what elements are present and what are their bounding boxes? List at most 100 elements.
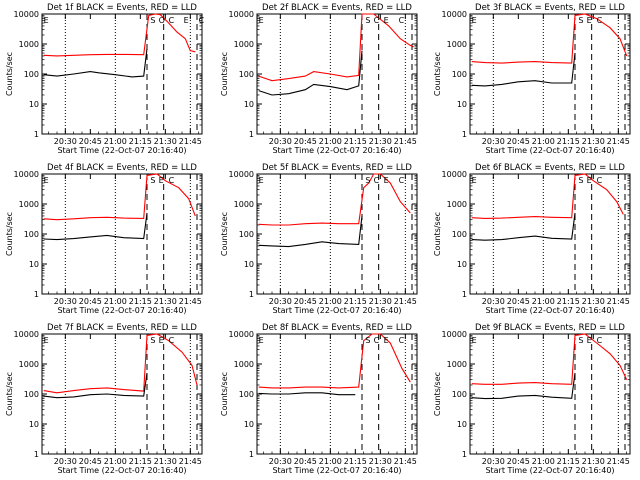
x-tick-label: 21:30 xyxy=(154,137,177,146)
x-tick-label: 20:45 xyxy=(294,137,317,146)
x-tick-label: 20:30 xyxy=(482,297,505,306)
y-tick-label: 1000 xyxy=(19,40,39,49)
series-lld-red xyxy=(258,333,411,389)
x-axis-label: Start Time (22-Oct-07 20:16:40) xyxy=(57,466,186,475)
y-axis-label: Counts/sec xyxy=(5,52,14,96)
event-marker-letter: C xyxy=(597,336,603,345)
x-tick-label: 21:45 xyxy=(179,297,202,306)
x-axis-label: Start Time (22-Oct-07 20:16:40) xyxy=(272,146,401,155)
x-axis-label: Start Time (22-Oct-07 20:16:40) xyxy=(57,146,186,155)
panel-det-5: Det 5f BLACK = Events, RED = LLD 1 10 100 10… xyxy=(220,163,418,315)
x-tick-label: 21:45 xyxy=(394,297,417,306)
x-tick-label: 20:45 xyxy=(507,137,530,146)
x-tick-label: 21:15 xyxy=(129,457,152,466)
y-tick-label: 1 xyxy=(34,130,39,139)
panel-title: Det 6f BLACK = Events, RED = LLD xyxy=(475,163,625,173)
event-marker-letter: E xyxy=(44,16,49,25)
y-tick-label: 100 xyxy=(239,230,254,239)
event-marker-letter: C xyxy=(399,16,405,25)
plot-frame xyxy=(469,173,631,295)
y-tick-label: 1000 xyxy=(19,200,39,209)
y-tick-label: 10000 xyxy=(14,330,39,339)
event-marker-letter: S xyxy=(365,176,370,185)
x-tick-label: 21:30 xyxy=(369,457,392,466)
y-tick-label: 1 xyxy=(462,290,467,299)
y-tick-label: 10000 xyxy=(229,330,254,339)
event-marker-letter: C xyxy=(399,176,405,185)
panel-det-6: Det 6f BLACK = Events, RED = LLD 1 10 100 10… xyxy=(433,163,631,315)
y-tick-label: 100 xyxy=(452,230,467,239)
panel-title: Det 4f BLACK = Events, RED = LLD xyxy=(47,163,197,173)
y-axis-label: Counts/sec xyxy=(433,212,442,256)
event-marker-letter: E xyxy=(384,336,389,345)
panel-title: Det 5f BLACK = Events, RED = LLD xyxy=(262,163,412,173)
y-tick-label: 1000 xyxy=(447,360,467,369)
y-tick-label: 100 xyxy=(239,70,254,79)
x-tick-label: 21:15 xyxy=(557,297,580,306)
event-marker-letter: C xyxy=(374,336,380,345)
event-marker-letter: S xyxy=(150,16,155,25)
series-events-black xyxy=(258,215,363,248)
x-tick-label: 21:30 xyxy=(154,457,177,466)
series-lld-red xyxy=(471,173,624,219)
panel-det-8: Det 8f BLACK = Events, RED = LLD 1 10 100 10… xyxy=(220,323,418,475)
x-axis-label: Start Time (22-Oct-07 20:16:40) xyxy=(57,306,186,315)
x-axis-label: Start Time (22-Oct-07 20:16:40) xyxy=(272,306,401,315)
x-tick-label: 21:15 xyxy=(129,297,152,306)
x-tick-label: 20:30 xyxy=(482,137,505,146)
y-tick-label: 100 xyxy=(239,390,254,399)
y-axis-label: Counts/sec xyxy=(433,52,442,96)
x-tick-label: 21:15 xyxy=(344,297,367,306)
event-marker-letter: S xyxy=(150,176,155,185)
event-marker-letter: E xyxy=(159,336,164,345)
x-tick-label: 20:30 xyxy=(269,457,292,466)
event-marker-letter: S xyxy=(578,16,583,25)
x-axis-label: Start Time (22-Oct-07 20:16:40) xyxy=(485,466,614,475)
y-tick-label: 10000 xyxy=(14,170,39,179)
y-axis-label: Counts/sec xyxy=(220,372,229,416)
x-tick-label: 21:45 xyxy=(394,457,417,466)
x-tick-label: 21:30 xyxy=(582,297,605,306)
event-marker-letter: E xyxy=(384,176,389,185)
event-marker-letter: E xyxy=(587,16,592,25)
panel-det-3: Det 3f BLACK = Events, RED = LLD 1 10 100 10… xyxy=(433,3,631,155)
event-marker-letter: C xyxy=(374,176,380,185)
series-events-black xyxy=(471,52,576,87)
plot-frame xyxy=(41,13,203,135)
x-tick-label: 20:30 xyxy=(54,457,77,466)
y-tick-label: 1 xyxy=(462,450,467,459)
event-marker-letter: E xyxy=(184,16,189,25)
event-marker-letter: E xyxy=(472,176,477,185)
event-marker-letter: C xyxy=(169,16,175,25)
y-tick-label: 1000 xyxy=(19,360,39,369)
panel-det-2: Det 2f BLACK = Events, RED = LLD 1 10 100 10… xyxy=(220,3,418,155)
event-marker-letter: E xyxy=(587,336,592,345)
y-tick-label: 1 xyxy=(34,290,39,299)
event-marker-letter: E xyxy=(259,16,264,25)
x-tick-label: 21:45 xyxy=(179,137,202,146)
event-marker-letter: E xyxy=(472,16,477,25)
event-marker-letter: C xyxy=(597,16,603,25)
x-tick-label: 21:45 xyxy=(607,297,630,306)
y-tick-label: 10 xyxy=(457,420,467,429)
y-tick-label: 10 xyxy=(244,100,254,109)
panel-title: Det 8f BLACK = Events, RED = LLD xyxy=(262,323,412,333)
series-events-black xyxy=(471,212,576,241)
panel-det-1: Det 1f BLACK = Events, RED = LLD 1 10 100 10… xyxy=(5,3,205,155)
series-lld-red xyxy=(43,13,196,57)
x-tick-label: 20:30 xyxy=(54,297,77,306)
y-tick-label: 10000 xyxy=(14,10,39,19)
x-tick-label: 21:00 xyxy=(319,297,342,306)
plot-frame xyxy=(469,333,631,455)
y-axis-label: Counts/sec xyxy=(5,372,14,416)
x-tick-label: 21:30 xyxy=(369,137,392,146)
y-tick-label: 1000 xyxy=(234,200,254,209)
panel-det-7: Det 7f BLACK = Events, RED = LLD 1 10 100 10… xyxy=(5,323,203,475)
y-tick-label: 10 xyxy=(457,100,467,109)
event-marker-letter: S xyxy=(150,336,155,345)
event-marker-letter: E xyxy=(259,336,264,345)
x-tick-label: 21:45 xyxy=(607,137,630,146)
y-tick-label: 10000 xyxy=(442,170,467,179)
panel-title: Det 1f BLACK = Events, RED = LLD xyxy=(47,3,197,13)
